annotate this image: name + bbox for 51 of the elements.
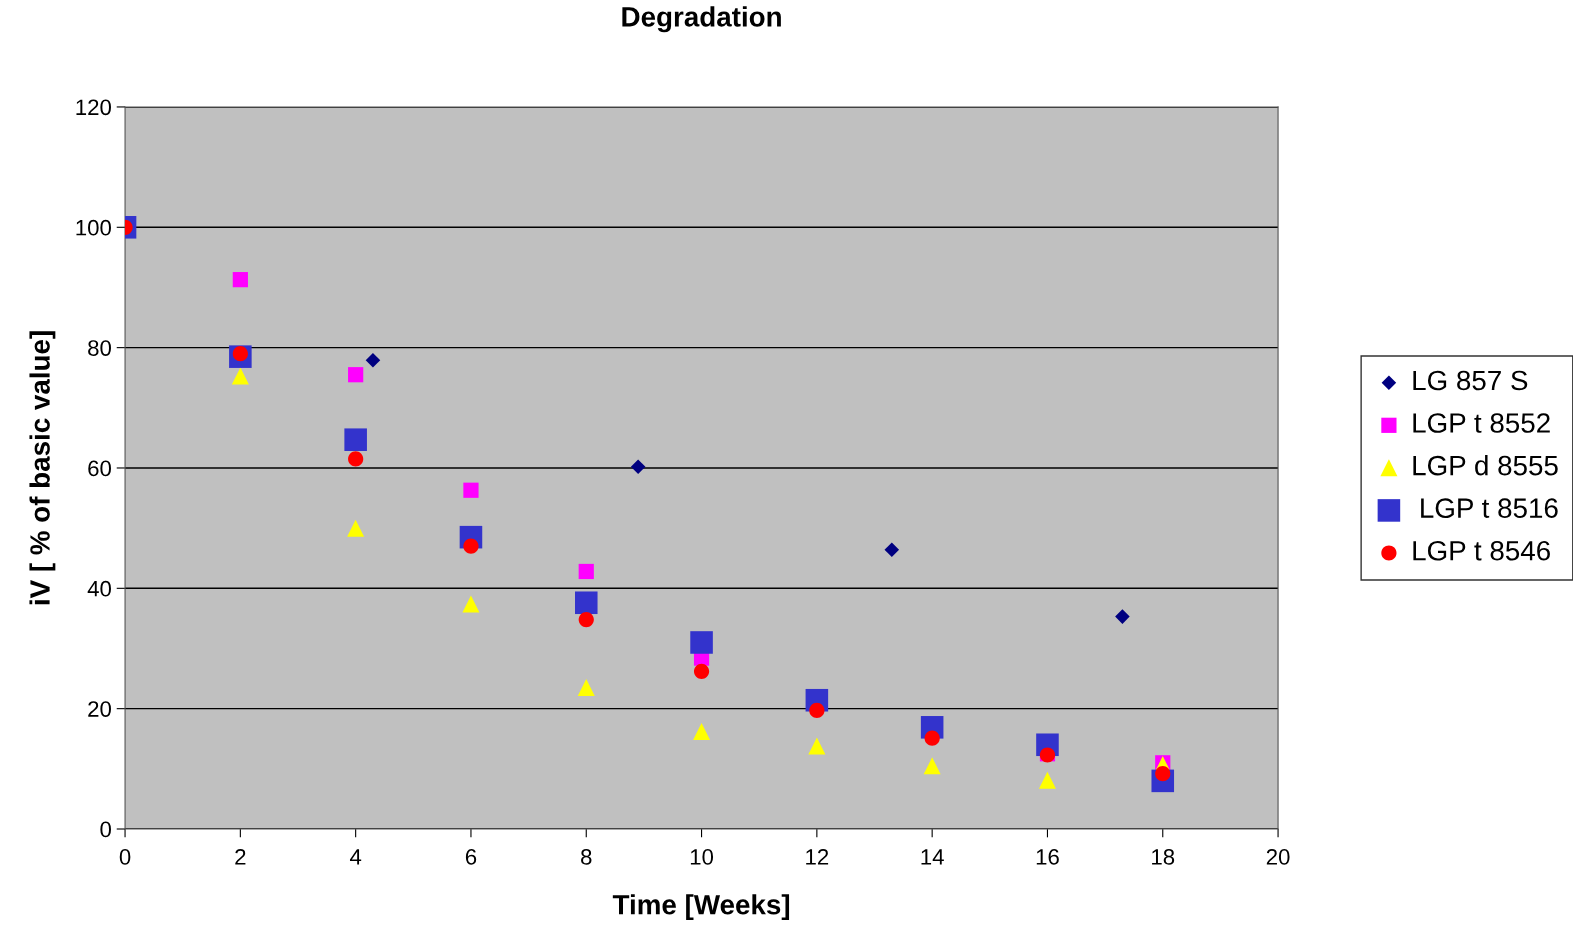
point — [365, 352, 381, 368]
x-axis-title: Time [Weeks] — [612, 894, 790, 921]
point — [1038, 771, 1056, 789]
x-tick-label: 20 — [1266, 849, 1290, 865]
point — [630, 459, 646, 475]
point — [690, 631, 713, 654]
x-tick-label: 2 — [235, 849, 246, 865]
legend-label: LGP d 8555 — [1413, 455, 1558, 476]
point — [578, 563, 594, 580]
point — [924, 730, 940, 746]
point — [347, 519, 365, 537]
point — [348, 451, 364, 467]
point — [462, 595, 480, 613]
point — [463, 538, 479, 554]
y-tick-label: 60 — [88, 460, 111, 477]
x-tick-label: 10 — [690, 849, 714, 865]
point — [577, 679, 595, 697]
legend-label: LGP t 8552 — [1413, 413, 1550, 433]
x-tick-label: 8 — [581, 849, 592, 865]
point — [923, 757, 941, 775]
x-tick-label: 14 — [921, 849, 944, 865]
legend-label: LGP t 8546 — [1413, 540, 1550, 561]
legend-label: LGP t 8516 — [1421, 498, 1558, 518]
point — [693, 663, 710, 679]
x-tick-label: 4 — [349, 849, 362, 865]
point — [809, 702, 825, 719]
point — [231, 367, 249, 385]
y-tick-label: 20 — [88, 701, 111, 717]
x-tick-label: 16 — [1036, 849, 1059, 865]
y-tick-label: 40 — [87, 580, 111, 597]
x-tick-label: 12 — [806, 849, 829, 865]
y-axis-title: iV [ % of basic value] — [29, 331, 56, 605]
y-tick-label: 0 — [100, 821, 111, 838]
y-tick-label: 100 — [76, 219, 111, 236]
x-tick-label: 0 — [119, 849, 131, 865]
point — [1115, 609, 1130, 624]
point — [884, 542, 900, 558]
point — [232, 272, 248, 288]
x-tick-label: 18 — [1152, 849, 1175, 865]
legend-label: LG 857 S — [1413, 370, 1528, 391]
point — [808, 737, 826, 755]
y-tick-label: 80 — [88, 340, 111, 356]
x-tick-label: 6 — [465, 849, 477, 865]
point — [344, 428, 367, 451]
point — [463, 482, 479, 498]
chart-title: Degradation — [622, 6, 781, 33]
point — [578, 612, 594, 628]
point — [348, 367, 364, 383]
point — [693, 723, 711, 741]
point — [574, 591, 598, 615]
y-tick-label: 120 — [76, 99, 111, 116]
